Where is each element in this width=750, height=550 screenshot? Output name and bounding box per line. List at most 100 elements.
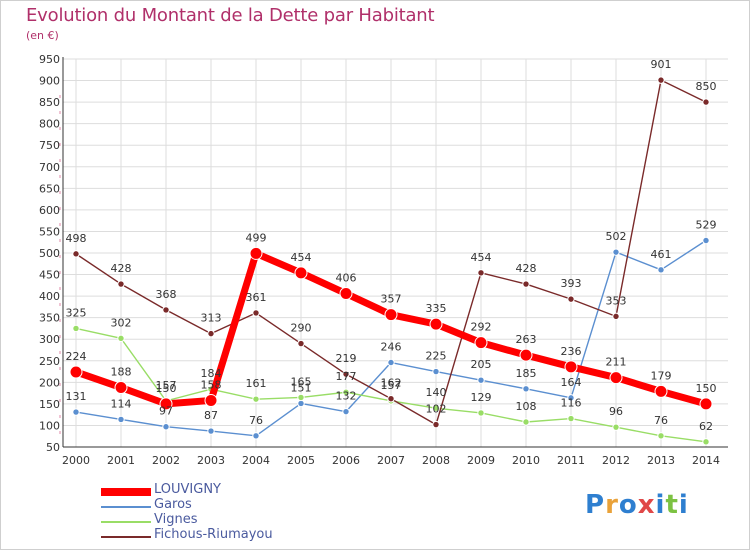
data-point bbox=[72, 250, 80, 258]
data-point bbox=[654, 384, 668, 398]
data-label: 96 bbox=[609, 405, 623, 418]
data-label: 188 bbox=[111, 366, 132, 379]
data-label: 502 bbox=[606, 230, 627, 243]
x-tick-label: 2001 bbox=[107, 454, 135, 467]
data-label: 368 bbox=[156, 288, 177, 301]
data-point bbox=[657, 76, 665, 84]
data-point bbox=[702, 236, 710, 245]
data-point bbox=[567, 414, 575, 423]
data-point bbox=[204, 393, 218, 407]
y-tick-label: 200 bbox=[39, 376, 60, 389]
data-label: 302 bbox=[111, 316, 132, 329]
y-tick-label: 100 bbox=[39, 419, 60, 432]
data-point bbox=[564, 360, 578, 374]
data-label: 325 bbox=[66, 306, 87, 319]
x-tick-label: 2009 bbox=[467, 454, 495, 467]
y-tick-label: 600 bbox=[39, 204, 60, 217]
data-label: 246 bbox=[381, 341, 402, 354]
data-label: 179 bbox=[651, 369, 672, 382]
y-tick-label: 850 bbox=[39, 96, 60, 109]
x-tick-label: 2002 bbox=[152, 454, 180, 467]
data-point bbox=[162, 423, 170, 431]
data-label: 150 bbox=[156, 382, 177, 395]
data-point bbox=[72, 324, 80, 333]
data-point bbox=[117, 280, 125, 288]
x-tick-label: 2006 bbox=[332, 454, 360, 467]
data-point bbox=[702, 438, 710, 446]
y-tick-label: 250 bbox=[39, 355, 60, 368]
data-label: 150 bbox=[696, 382, 717, 395]
data-point bbox=[567, 394, 575, 402]
data-point bbox=[162, 306, 170, 314]
data-label: 157 bbox=[381, 379, 402, 392]
data-label: 116 bbox=[561, 397, 582, 410]
data-label: 406 bbox=[336, 272, 357, 285]
logo-letter: i bbox=[655, 490, 666, 520]
data-label: 157 bbox=[156, 379, 177, 392]
y-tick-label: 400 bbox=[39, 290, 60, 303]
legend-swatch bbox=[101, 521, 151, 523]
data-point bbox=[519, 348, 533, 362]
x-tick-label: 2012 bbox=[602, 454, 630, 467]
data-point bbox=[294, 266, 308, 280]
data-point bbox=[342, 407, 350, 416]
logo-letter: x bbox=[637, 490, 656, 520]
data-point bbox=[657, 432, 665, 440]
data-point bbox=[159, 397, 173, 411]
y-tick-label: 800 bbox=[39, 118, 60, 131]
y-tick-label: 50 bbox=[46, 441, 60, 454]
x-tick-label: 2000 bbox=[62, 454, 90, 467]
data-label: 499 bbox=[246, 231, 267, 244]
data-point bbox=[387, 358, 395, 367]
data-label: 87 bbox=[204, 409, 218, 422]
y-tick-label: 150 bbox=[39, 398, 60, 411]
data-label: 461 bbox=[651, 248, 672, 261]
logo-letter: P bbox=[585, 490, 606, 520]
legend-swatch bbox=[101, 488, 151, 496]
series-layer bbox=[69, 76, 713, 446]
y-tick-label: 550 bbox=[39, 225, 60, 238]
y-tick-label: 700 bbox=[39, 161, 60, 174]
data-label: 850 bbox=[696, 80, 717, 93]
data-label: 236 bbox=[561, 345, 582, 358]
data-label: 165 bbox=[291, 375, 312, 388]
data-point bbox=[612, 423, 620, 431]
data-point bbox=[522, 385, 530, 393]
data-point bbox=[252, 395, 260, 403]
x-tick-label: 2013 bbox=[647, 454, 675, 467]
data-label: 393 bbox=[561, 277, 582, 290]
y-tick-label: 950 bbox=[39, 53, 60, 66]
data-label: 114 bbox=[111, 397, 132, 410]
logo-letter: o bbox=[618, 490, 638, 520]
data-label: 158 bbox=[201, 378, 222, 391]
data-label: 177 bbox=[336, 370, 357, 383]
x-tick-label: 2005 bbox=[287, 454, 315, 467]
data-label: 62 bbox=[699, 420, 713, 433]
data-label: 454 bbox=[471, 251, 492, 264]
data-label: 162 bbox=[381, 377, 402, 390]
data-label: 428 bbox=[111, 262, 132, 275]
x-tick-label: 2007 bbox=[377, 454, 405, 467]
logo-letter: t bbox=[665, 490, 679, 520]
data-labels: 131 114 97 87 76 151 132 246 225 205 185 164 502 461 5… bbox=[66, 58, 717, 433]
data-point bbox=[387, 395, 395, 403]
data-label: 129 bbox=[471, 391, 492, 404]
x-tick-label: 2011 bbox=[557, 454, 585, 467]
data-point bbox=[72, 408, 80, 416]
data-point bbox=[567, 295, 575, 303]
data-label: 184 bbox=[201, 367, 222, 380]
data-point bbox=[249, 246, 263, 260]
data-label: 428 bbox=[516, 262, 537, 275]
data-point bbox=[522, 418, 530, 426]
y-tick-label: 350 bbox=[39, 312, 60, 325]
data-label: 131 bbox=[66, 390, 87, 403]
data-label: 224 bbox=[66, 350, 87, 363]
x-tick-label: 2004 bbox=[242, 454, 270, 467]
legend-label: LOUVIGNY bbox=[154, 482, 221, 497]
data-point bbox=[432, 367, 440, 376]
data-point bbox=[477, 409, 485, 417]
legend-swatch bbox=[101, 506, 151, 508]
chart-subtitle: (en €) bbox=[26, 29, 59, 42]
data-point bbox=[702, 98, 710, 106]
data-label: 76 bbox=[249, 414, 263, 427]
